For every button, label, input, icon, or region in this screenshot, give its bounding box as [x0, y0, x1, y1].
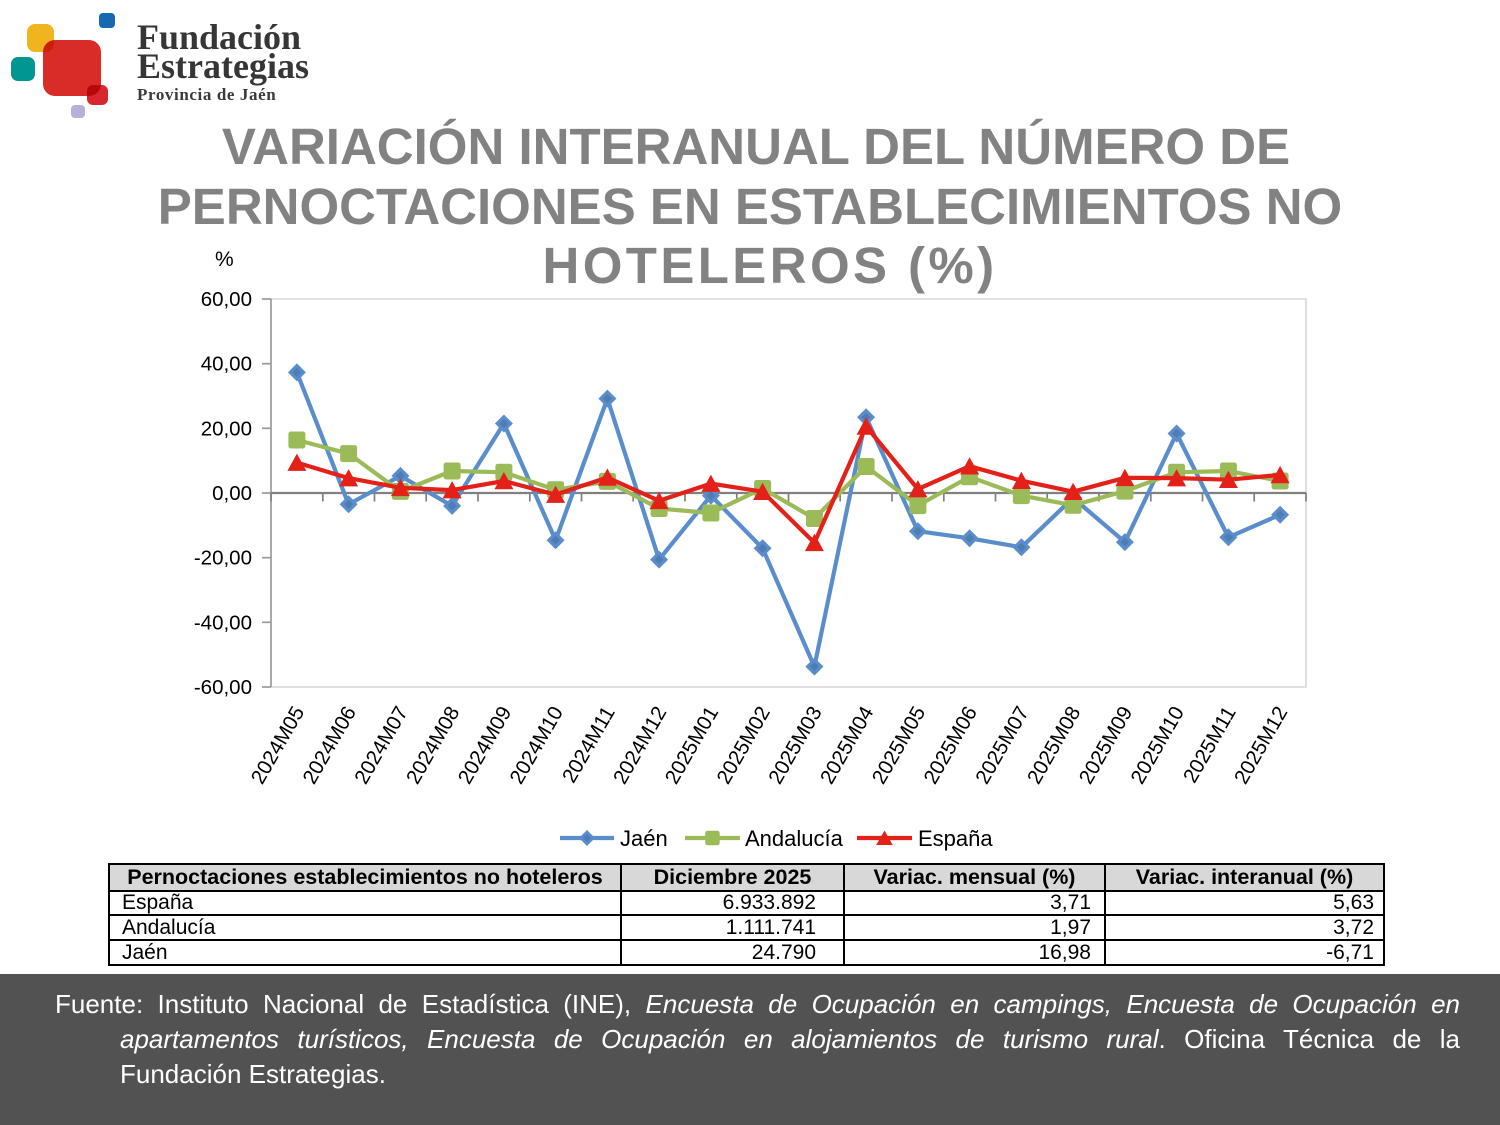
- svg-text:Andalucía: Andalucía: [745, 826, 844, 851]
- svg-text:40,00: 40,00: [201, 353, 252, 376]
- svg-text:60,00: 60,00: [201, 288, 252, 311]
- svg-text:-40,00: -40,00: [194, 611, 252, 634]
- svg-text:-20,00: -20,00: [194, 547, 252, 570]
- svg-text:20,00: 20,00: [201, 417, 252, 440]
- svg-text:%: %: [215, 248, 234, 271]
- svg-text:Jaén: Jaén: [620, 826, 668, 851]
- svg-text:0,00: 0,00: [212, 482, 252, 505]
- svg-text:-60,00: -60,00: [194, 676, 252, 699]
- svg-text:España: España: [918, 826, 993, 851]
